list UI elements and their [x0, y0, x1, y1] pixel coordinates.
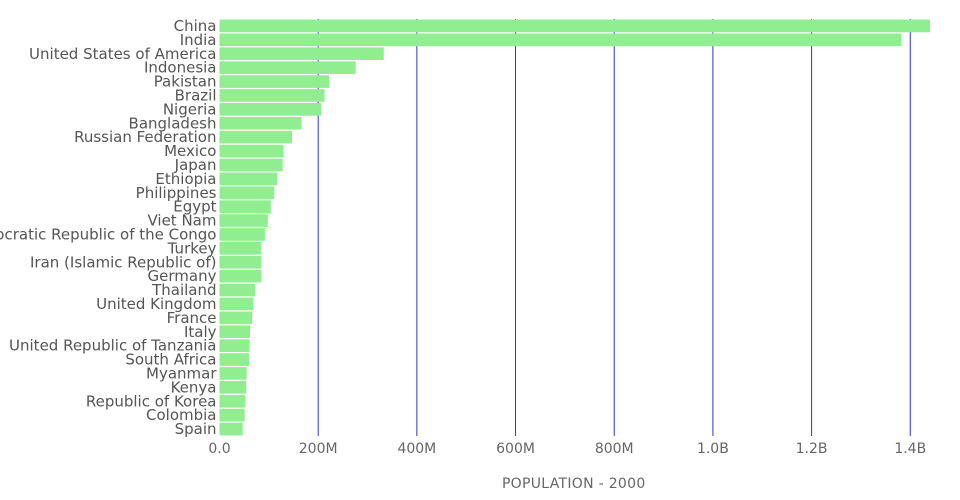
bar: [219, 269, 262, 283]
x-axis-ticks: 0.0 200M 400M 600M 800M 1.0B 1.2B 1.4B: [208, 441, 926, 457]
bar: [219, 89, 325, 102]
category-label: Russian Federation: [74, 128, 216, 146]
x-tick-label: 600M: [496, 441, 535, 457]
category-label: Spain: [175, 420, 217, 438]
category-label: Philippines: [136, 184, 217, 202]
bar: [219, 325, 251, 339]
category-label: India: [180, 31, 217, 49]
bar: [219, 172, 278, 186]
category-label: Egypt: [173, 198, 216, 216]
bar: [219, 186, 275, 200]
category-label: Italy: [184, 323, 217, 341]
category-label: Republic of Korea: [86, 392, 217, 410]
x-axis-title: POPULATION - 2000: [502, 476, 646, 492]
category-label: Democratic Republic of the Congo: [0, 225, 217, 243]
bar: [219, 19, 930, 33]
category-label: Bangladesh: [129, 114, 217, 132]
bar: [219, 422, 243, 436]
category-label: Iran (Islamic Republic of): [30, 253, 217, 271]
bar: [219, 297, 254, 311]
x-tick-label: 400M: [397, 441, 436, 457]
category-label: Ethiopia: [155, 170, 216, 188]
bar: [219, 214, 268, 227]
category-label: Thailand: [151, 281, 216, 299]
bars: [219, 19, 930, 436]
bar: [219, 353, 250, 366]
bar: [219, 61, 356, 74]
bar: [219, 158, 283, 172]
category-label: Mexico: [164, 142, 216, 160]
bar: [219, 311, 253, 325]
category-label: Viet Nam: [147, 212, 216, 230]
category-label: Myanmar: [146, 364, 217, 382]
bar: [219, 242, 262, 255]
x-tick-label: 1.2B: [796, 441, 828, 457]
bar: [219, 33, 902, 47]
bar: [219, 255, 262, 269]
category-label: Brazil: [175, 86, 217, 104]
x-tick-label: 1.4B: [894, 441, 926, 457]
category-label: Kenya: [171, 378, 217, 396]
bar: [219, 339, 250, 352]
category-label: Germany: [148, 267, 217, 285]
bar: [219, 144, 284, 158]
bar: [219, 367, 247, 380]
bar: [219, 103, 322, 116]
bar: [219, 394, 246, 408]
category-label: Nigeria: [163, 100, 217, 118]
bar: [219, 47, 384, 61]
category-label: Japan: [174, 156, 217, 174]
category-label: Pakistan: [154, 73, 217, 91]
x-tick-label: 0.0: [208, 441, 230, 457]
category-label: China: [174, 17, 217, 35]
bar: [219, 200, 271, 213]
category-label: United States of America: [29, 45, 216, 63]
category-label: France: [167, 309, 217, 327]
category-label: United Republic of Tanzania: [9, 337, 216, 355]
grid-lines: [317, 19, 911, 436]
bar: [219, 116, 302, 130]
x-tick-label: 800M: [595, 441, 634, 457]
bar: [219, 381, 247, 394]
category-label: Indonesia: [144, 59, 217, 77]
bar: [219, 283, 256, 297]
bar: [219, 130, 293, 144]
category-label: Turkey: [167, 239, 217, 257]
bar: [219, 75, 330, 88]
category-label: United Kingdom: [96, 295, 216, 313]
category-label: Colombia: [146, 406, 217, 424]
bar: [219, 228, 265, 241]
category-label: South Africa: [125, 351, 216, 369]
bar: [219, 408, 245, 422]
x-tick-label: 1.0B: [697, 441, 729, 457]
x-tick-label: 200M: [299, 441, 338, 457]
